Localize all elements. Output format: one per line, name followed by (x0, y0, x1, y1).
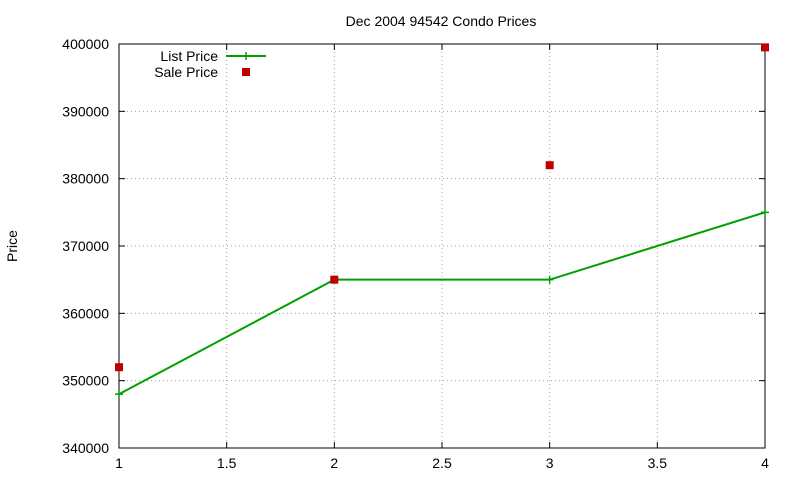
series-list-price (115, 208, 769, 399)
y-tick-label: 360000 (62, 305, 109, 321)
legend-marker-list-price (242, 52, 250, 60)
x-tick-label: 2 (330, 455, 338, 471)
x-tick-label: 1 (115, 455, 123, 471)
y-tick-label: 390000 (62, 103, 109, 119)
chart-title: Dec 2004 94542 Condo Prices (346, 13, 537, 29)
x-tick-label: 3 (546, 455, 554, 471)
y-tick-label: 400000 (62, 36, 109, 52)
x-tick-label: 4 (761, 455, 769, 471)
sale-price-point (115, 363, 123, 372)
sale-price-point (330, 275, 339, 284)
sale-price-point (761, 43, 769, 52)
list-price-point (545, 275, 554, 284)
y-tick-label: 370000 (62, 238, 109, 254)
x-tick-label: 1.5 (217, 455, 237, 471)
sale-price-point (545, 161, 554, 170)
x-tick-label: 2.5 (432, 455, 452, 471)
legend-label-list-price: List Price (160, 48, 218, 64)
y-tick-label: 380000 (62, 171, 109, 187)
x-tick-label: 3.5 (648, 455, 668, 471)
y-tick-label: 340000 (62, 440, 109, 456)
axis-ticks: 1 1.5 2 2.5 3 3.5 4 340000 350000 360000 370000 380… (62, 36, 769, 471)
y-axis-label: Price (4, 230, 20, 262)
list-price-point (761, 208, 769, 217)
list-price-line (118, 211, 766, 396)
series-sale-price (115, 43, 769, 372)
legend-label-sale-price: Sale Price (154, 64, 218, 80)
grid-lines (119, 44, 765, 448)
legend-marker-sale-price (242, 68, 250, 76)
y-tick-label: 350000 (62, 373, 109, 389)
series-layer (115, 43, 769, 399)
list-price-point (115, 390, 123, 399)
